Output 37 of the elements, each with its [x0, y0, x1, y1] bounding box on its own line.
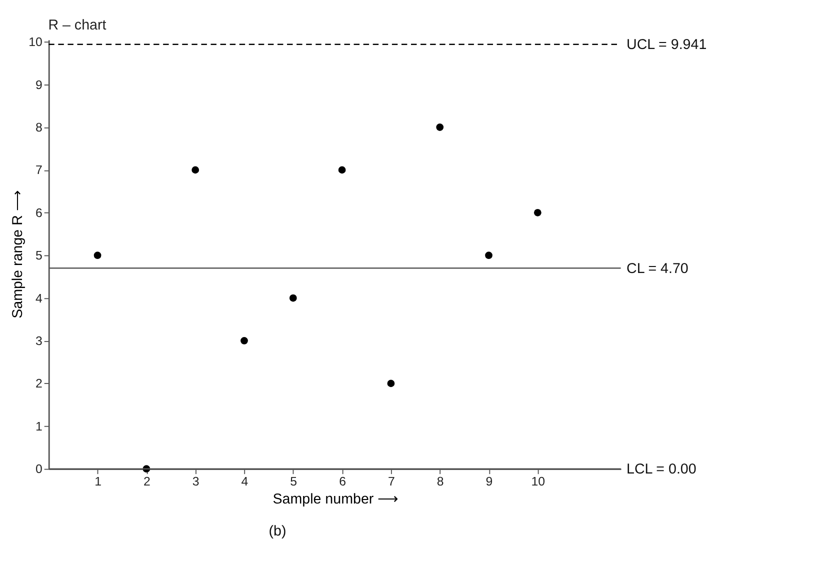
- point: [94, 252, 102, 260]
- y-tick-label: 10: [28, 35, 43, 50]
- ref-line-label: LCL = 0.00: [626, 462, 696, 478]
- x-tick-label: 2: [143, 474, 150, 489]
- y-tick-label: 3: [36, 334, 43, 348]
- y-tick-label: 2: [36, 376, 43, 391]
- x-tick-label: 3: [192, 474, 200, 489]
- point: [192, 166, 200, 174]
- text: (b): [268, 524, 286, 540]
- point: [436, 124, 444, 131]
- ref-line-label: CL = 4.70: [626, 260, 688, 277]
- x-tick-label: 5: [290, 474, 298, 489]
- y-tick-label: 6: [36, 206, 43, 220]
- x-tick-label: 6: [339, 474, 346, 489]
- x-tick-label: 4: [241, 474, 248, 489]
- y-tick-label: 8: [36, 120, 43, 135]
- y-axis-title: Sample range R ⟶: [10, 191, 26, 318]
- point: [338, 166, 346, 174]
- y-tick-label: 4: [36, 291, 43, 306]
- x-tick-label: 1: [94, 474, 102, 489]
- point: [534, 208, 542, 216]
- x-tick-label: 7: [388, 474, 395, 489]
- point: [485, 252, 492, 260]
- y-tick-label: 1: [36, 419, 43, 434]
- x-axis-title: Sample number ⟶: [272, 492, 398, 508]
- point: [240, 337, 248, 344]
- point: [387, 380, 395, 388]
- x-tick-label: 8: [436, 474, 444, 489]
- y-tick-label: 0: [36, 462, 43, 476]
- chart-title: R – chart: [48, 17, 106, 34]
- point: [289, 294, 297, 302]
- x-tick-label: 9: [486, 474, 493, 489]
- x-tick-label: 10: [531, 474, 546, 489]
- y-tick-label: 9: [36, 78, 43, 92]
- y-tick-label: 7: [36, 163, 43, 178]
- y-tick-label: 5: [36, 248, 43, 263]
- ref-line-label: UCL = 9.941: [626, 37, 707, 54]
